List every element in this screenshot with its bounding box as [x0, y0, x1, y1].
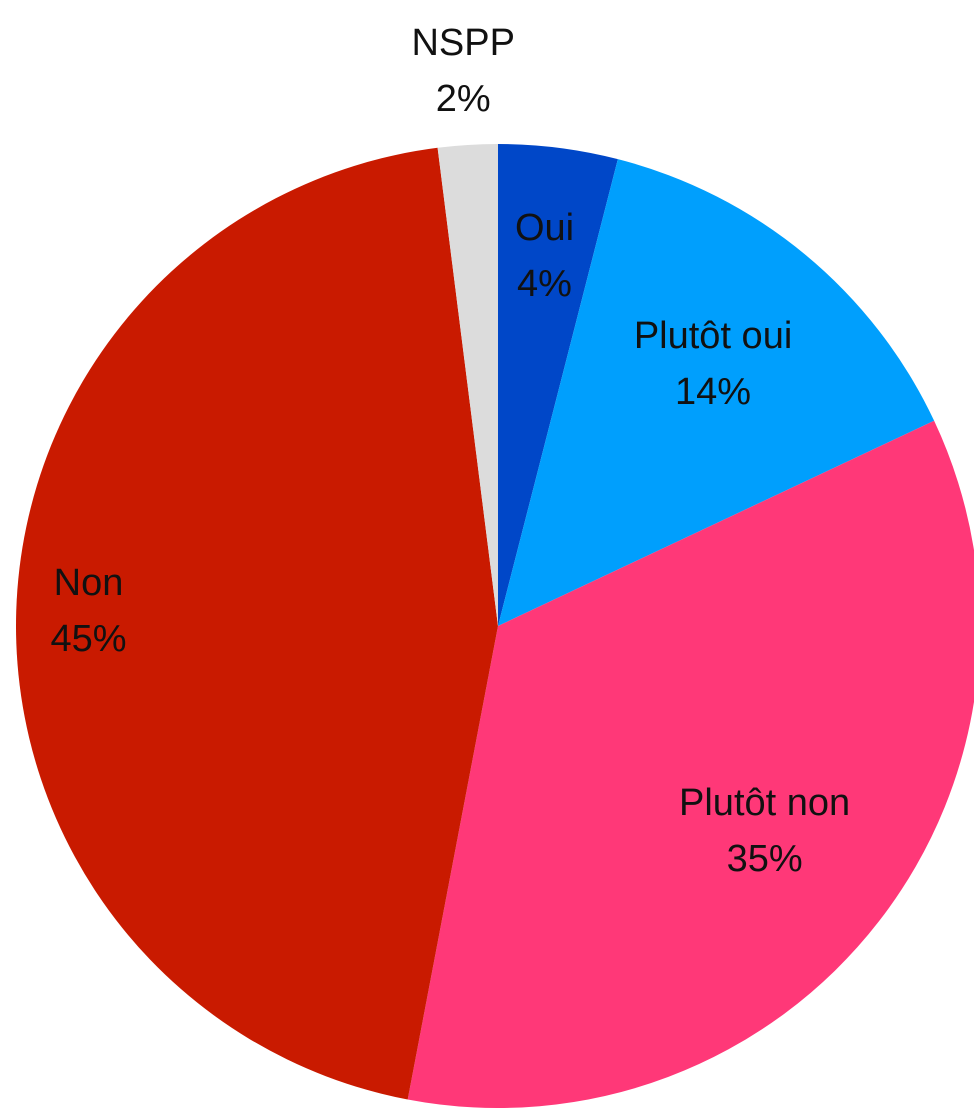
pie-slice — [498, 144, 618, 626]
pie-slice — [16, 147, 498, 1100]
slice-value-label: 35% — [727, 838, 803, 880]
slice-category: Plutôt oui — [634, 315, 792, 357]
slice-category: Plutôt non — [679, 782, 850, 824]
slice-category: NSPP — [411, 22, 514, 64]
pie-slice — [407, 420, 974, 1108]
pie-slice — [437, 144, 498, 626]
pie-slice — [498, 159, 935, 626]
slice-value-label: 4% — [517, 263, 572, 305]
slice-category: Non — [54, 562, 124, 604]
slice-value-label: 14% — [675, 371, 751, 413]
slice-value-label: 45% — [50, 618, 126, 660]
slice-value-label: 2% — [436, 78, 491, 120]
slice-category: Oui — [515, 207, 574, 249]
